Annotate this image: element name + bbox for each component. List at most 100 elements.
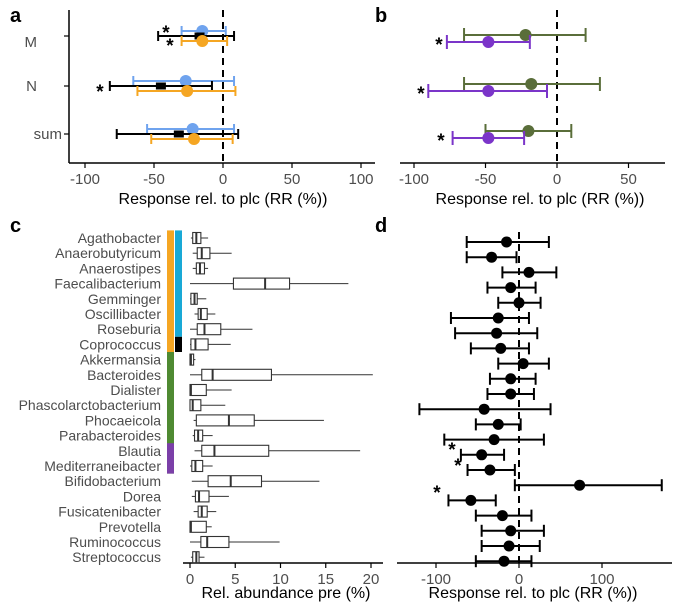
- panel-d-x-tick-label-2: 100: [589, 571, 614, 588]
- panel-d-row-10-point: [505, 388, 517, 400]
- box-dorea-body: [194, 490, 210, 503]
- panel-a-cat-label-sum: sum: [34, 126, 62, 143]
- taxon-label-15: Mediterraneibacter: [44, 458, 161, 474]
- panel-d-row-18-point: [496, 510, 508, 522]
- box-phascolarctobacterium-body: [189, 399, 202, 412]
- panel-b-purple-m-point: [482, 36, 495, 48]
- panel-d-row-0-point: [501, 236, 513, 248]
- panel-a-sig-star-1: *: [162, 23, 170, 44]
- panel-d-sig-star-2: *: [454, 456, 462, 477]
- taxon-label-20: Ruminococcus: [69, 534, 161, 550]
- taxon-label-5: Oscillibacter: [85, 306, 162, 322]
- panel-b-olive-sum-point: [522, 125, 535, 137]
- box-phocaeicola-body: [195, 414, 255, 427]
- box-bifidobacterium-body: [207, 475, 263, 488]
- box-mediterraneibacter-body: [191, 459, 204, 473]
- taxon-label-6: Roseburia: [97, 321, 161, 337]
- panel-label-a: a: [10, 5, 22, 27]
- panel-label-d: d: [375, 215, 387, 237]
- panel-a-forest-plot: M N sum * * * -100 -50 0 50 100 Response rel…: [25, 10, 375, 208]
- panel-label-b: b: [375, 5, 387, 27]
- panel-d-row-4-point: [513, 297, 525, 309]
- box-ruminococcus-body: [200, 535, 230, 549]
- panel-d-sig-star-3: *: [433, 483, 441, 504]
- panel-b-olive-m-point: [519, 29, 532, 41]
- panel-a-x-axis-label: Response rel. to plc (RR (%)): [119, 191, 328, 208]
- panel-c-x-tick-label-0: 0: [186, 571, 194, 588]
- panel-a-x-tick-label-1: -50: [143, 171, 165, 188]
- panel-b-x-tick-label-0: -100: [399, 171, 429, 188]
- panel-c-x-tick-label-2: 10: [272, 571, 289, 588]
- taxon-label-0: Agathobacter: [78, 230, 162, 246]
- panel-a-black-n-point: [155, 82, 166, 90]
- panel-b-purple-sum-point: [482, 132, 495, 144]
- panel-d-row-11-point: [478, 403, 490, 415]
- panel-c-x-axis-label: Rel. abundance pre (%): [202, 585, 371, 602]
- taxon-group-bar-0: [167, 230, 174, 352]
- taxon-label-21: Streptococcus: [72, 549, 161, 565]
- panel-b-purple-n-point: [482, 85, 495, 97]
- taxon-group-bar-3: [167, 352, 174, 474]
- panel-d-row-9-point: [505, 373, 517, 385]
- taxon-label-4: Gemminger: [88, 291, 161, 307]
- panel-b-sig-star-3: *: [437, 131, 445, 152]
- panel-d-row-19-point: [505, 525, 517, 537]
- box-prevotella-body: [189, 520, 207, 533]
- panel-b-sig-star-1: *: [435, 35, 443, 56]
- taxon-label-1: Anaerobutyricum: [55, 245, 161, 261]
- taxon-label-19: Prevotella: [99, 519, 161, 535]
- taxon-label-3: Faecalibacterium: [54, 276, 161, 292]
- panel-d-x-tick-label-0: -100: [421, 571, 451, 588]
- panel-d-row-7-point: [495, 342, 507, 354]
- taxon-label-8: Akkermansia: [80, 352, 161, 368]
- panel-label-c: c: [10, 215, 21, 237]
- panel-d-row-5-point: [492, 312, 504, 324]
- taxon-label-12: Phocaeicola: [85, 412, 161, 428]
- box-blautia-body: [201, 444, 270, 457]
- panel-d-row-12-point: [492, 418, 504, 430]
- panel-b-x-tick-label-3: 50: [620, 171, 637, 188]
- panel-a-orange-sum-point: [188, 133, 201, 145]
- box-coprococcus-body: [190, 338, 209, 351]
- panel-a-x-tick-label-4: 100: [348, 171, 373, 188]
- box-oscillibacter-body: [197, 307, 208, 321]
- panel-a-sig-star-3: *: [96, 82, 104, 103]
- panel-a-cat-label-n: N: [26, 78, 37, 95]
- taxon-label-18: Fusicatenibacter: [58, 504, 161, 520]
- panel-d-row-1-point: [486, 251, 498, 263]
- panel-a-x-tick-label-0: -100: [70, 171, 100, 188]
- panel-d-x-axis-label: Response rel. to plc (RR (%)): [429, 585, 638, 602]
- panel-b-x-tick-label-1: -50: [475, 171, 497, 188]
- panel-d-row-2-point: [523, 266, 535, 278]
- panel-b-x-axis-label: Response rel. to plc (RR (%)): [436, 191, 645, 208]
- taxon-label-17: Dorea: [123, 488, 161, 504]
- panel-b-sig-star-2: *: [417, 84, 425, 105]
- panel-a-blue-n-point: [179, 75, 192, 87]
- panel-d-sig-star-1: *: [448, 440, 456, 461]
- panel-b-olive-n-point: [525, 78, 538, 90]
- panel-d-row-8-point: [517, 358, 529, 370]
- panel-d-row-15-point: [484, 464, 496, 476]
- panel-a-x-tick-label-3: 50: [284, 171, 301, 188]
- panel-d-row-6-point: [491, 327, 503, 339]
- taxon-label-7: Coprococcus: [79, 336, 161, 352]
- box-bacteroides-body: [201, 368, 272, 381]
- panel-d-row-21-point: [498, 555, 510, 567]
- panel-d-row-16-point: [574, 479, 586, 491]
- panel-d-row-13-point: [488, 434, 500, 446]
- panel-a-sig-star-2: *: [166, 36, 174, 57]
- panel-a-cat-label-m: M: [25, 34, 38, 51]
- panel-a-x-tick-label-2: 0: [219, 171, 227, 188]
- box-faecalibacterium-body: [232, 277, 291, 290]
- panel-c-x-tick-label-1: 5: [231, 571, 239, 588]
- taxon-label-13: Parabacteroides: [59, 428, 161, 444]
- panel-d-x-tick-label-1: 0: [515, 571, 523, 588]
- box-roseburia-body: [196, 323, 222, 336]
- panel-c-boxplot: AgathobacterAnaerobutyricumAnaerostipesF…: [19, 230, 383, 602]
- taxon-group-bar-2: [175, 336, 182, 352]
- panel-d-row-14-point: [476, 449, 488, 461]
- taxon-label-11: Phascolarctobacterium: [19, 397, 161, 413]
- taxon-label-16: Bifidobacterium: [65, 473, 162, 489]
- panel-a-orange-n-point: [181, 85, 194, 97]
